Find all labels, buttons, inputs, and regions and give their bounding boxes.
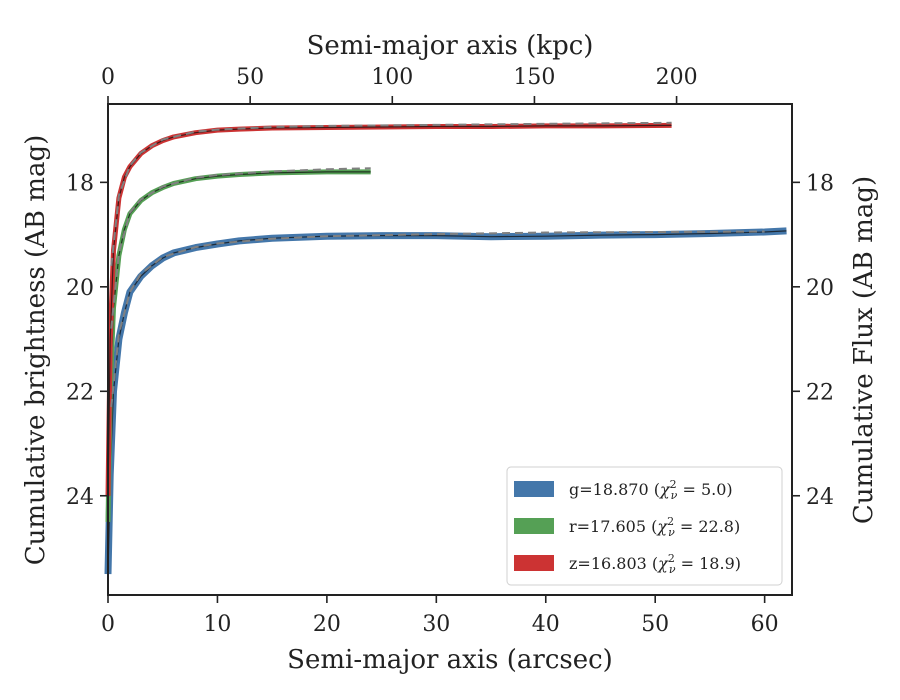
top-axis-title: Semi-major axis (kpc) [307,31,594,61]
x-tick-label: 40 [532,612,560,637]
x-tick-label: 50 [641,612,669,637]
top-x-tick-label: 0 [101,65,115,90]
model-r-dashed [110,167,371,329]
right-y-tick-label: 24 [806,485,834,510]
y-tick-label: 24 [66,485,94,510]
legend-swatch-g [514,481,554,497]
x-tick-label: 10 [203,612,231,637]
y-axis-title: Cumulative brightness (AB mag) [21,135,51,566]
model-g-dashed [110,230,765,408]
series-z-line [107,124,672,496]
legend-label-r: r=17.605 (χ2 ν = 22.8) [569,515,740,539]
series-layer [104,121,787,575]
top-x-tick-label: 50 [236,65,264,90]
right-y-tick-label: 18 [806,171,834,196]
legend: g=18.870 (χ2 ν = 5.0) r=17.605 (χ2 ν = 22.8… [506,466,783,586]
y-tick-label: 20 [66,276,94,301]
legend-swatch-r [514,518,554,534]
x-tick-label: 60 [751,612,779,637]
right-y-tick-label: 22 [806,380,834,405]
right-y-axis-title: Cumulative Flux (AB mag) [849,176,879,524]
series-r-band [105,169,371,522]
legend-label-z: z=16.803 (χ2 ν = 18.9) [569,552,741,576]
right-y-tick-label: 20 [806,276,834,301]
legend-box [506,466,783,586]
x-axis-title: Semi-major axis (arcsec) [287,645,613,675]
ticks-layer: 0 10 20 30 40 50 60 0 50 100 150 200 18 18 20 20 22 22 24 2… [66,65,834,637]
model-z-dashed [110,121,672,267]
x-tick-label: 20 [313,612,341,637]
legend-swatch-z [514,555,554,571]
x-tick-label: 0 [101,612,115,637]
series-r-line [107,171,371,522]
top-x-tick-label: 200 [656,65,698,90]
series-g-line [107,230,787,575]
top-x-tick-label: 100 [371,65,413,90]
plot-frame [107,103,793,596]
x-tick-label: 30 [422,612,450,637]
y-tick-label: 22 [66,380,94,405]
legend-label-g: g=18.870 (χ2 ν = 5.0) [569,478,733,502]
y-tick-label: 18 [66,171,94,196]
top-x-tick-label: 150 [513,65,555,90]
